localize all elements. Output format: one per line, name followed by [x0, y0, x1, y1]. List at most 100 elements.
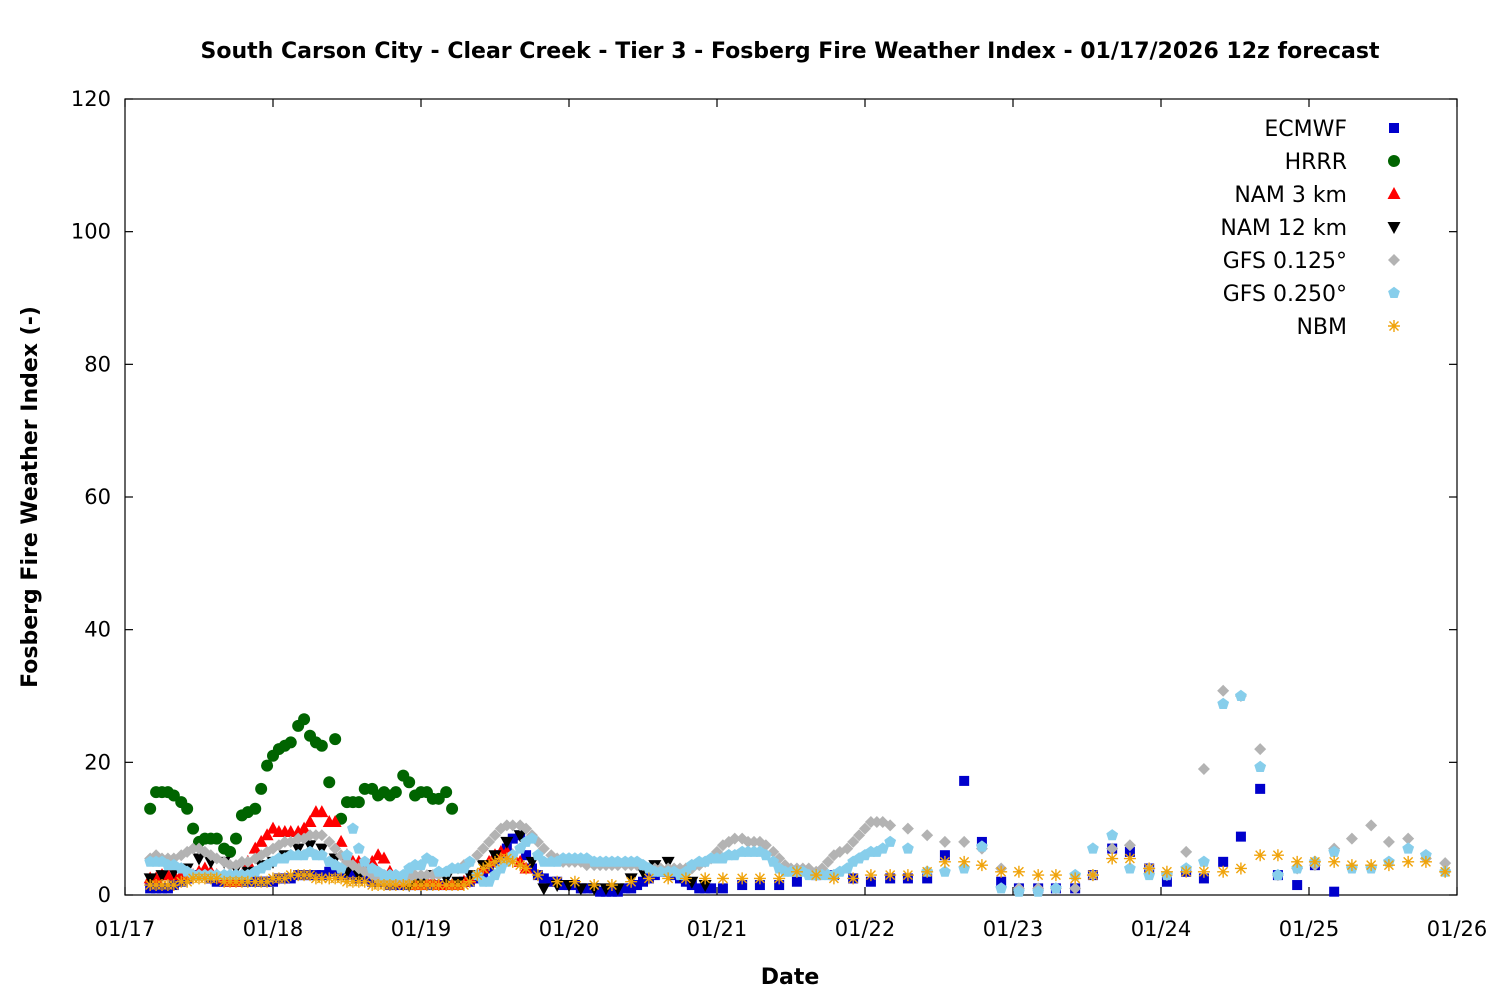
- point-nbm: [284, 869, 297, 882]
- point-ecmwf: [638, 876, 648, 887]
- point-hrrr: [249, 802, 262, 815]
- x-tick-label: 01/17: [95, 917, 156, 941]
- point-nbm: [1032, 869, 1045, 882]
- point-ecmwf: [774, 880, 785, 891]
- point-hrrr: [315, 739, 328, 752]
- point-nbm: [500, 852, 513, 865]
- point-gfs-0-125: [728, 832, 741, 845]
- point-nam-3-km: [248, 841, 262, 854]
- point-nam-12-km: [698, 880, 712, 893]
- x-tick-label: 01/19: [391, 917, 452, 941]
- point-gfs-0-125: [506, 819, 519, 832]
- point-gfs-0-125: [847, 835, 860, 848]
- point-ecmwf: [507, 833, 518, 844]
- point-nbm: [181, 875, 194, 888]
- legend-marker-ecmwf: [1389, 123, 1399, 133]
- point-ecmwf: [754, 880, 765, 891]
- legend-marker-hrrr: [1388, 155, 1400, 167]
- point-gfs-0-250: [1402, 842, 1415, 854]
- point-nam-12-km: [500, 836, 514, 849]
- x-tick-label: 01/25: [1279, 917, 1340, 941]
- point-nbm: [736, 872, 749, 885]
- point-gfs-0-125: [1217, 684, 1230, 697]
- legend: ECMWF HRRR NAM 3 km NAM 12 km GFS 0.125° GFS …: [1220, 117, 1401, 340]
- point-nam-3-km: [315, 805, 329, 818]
- point-nbm: [335, 872, 348, 885]
- point-gfs-0-250: [347, 822, 359, 834]
- point-hrrr: [181, 802, 194, 815]
- point-nam-12-km: [599, 883, 613, 896]
- point-gfs-0-250: [1272, 868, 1284, 881]
- point-nbm: [827, 872, 840, 885]
- point-ecmwf: [347, 870, 358, 881]
- point-nbm: [790, 865, 803, 878]
- legend-label-nbm: NBM: [1296, 315, 1347, 340]
- point-nam-3-km: [291, 824, 305, 837]
- point-gfs-0-250: [1032, 885, 1045, 897]
- point-nbm: [1012, 865, 1025, 878]
- point-nbm: [938, 855, 951, 868]
- legend-label-ecmwf: ECMWF: [1264, 117, 1347, 142]
- point-gfs-0-125: [1069, 882, 1082, 895]
- point-ecmwf: [706, 883, 717, 894]
- y-tick-label: 20: [84, 750, 111, 774]
- point-gfs-0-125: [859, 822, 871, 835]
- point-gfs-0-250: [976, 840, 988, 852]
- point-nbm: [1382, 859, 1395, 872]
- x-axis-label: Date: [761, 965, 820, 990]
- data-points: [143, 684, 1452, 897]
- point-gfs-0-250: [506, 849, 519, 861]
- point-nam-12-km: [574, 883, 588, 896]
- point-hrrr: [230, 832, 242, 845]
- legend-marker-nam-3-km: [1387, 187, 1401, 199]
- point-ecmwf: [1292, 880, 1303, 891]
- point-gfs-0-125: [315, 829, 328, 842]
- point-nbm: [1049, 869, 1062, 882]
- point-gfs-0-250: [1420, 849, 1432, 861]
- point-nam-3-km: [303, 815, 317, 828]
- point-gfs-0-125: [471, 849, 484, 862]
- point-nam-3-km: [254, 834, 268, 847]
- series-nbm: [144, 849, 1452, 892]
- point-nbm: [1439, 865, 1452, 878]
- point-nbm: [1160, 865, 1173, 878]
- y-axis-label: Fosberg Fire Weather Index (-): [18, 306, 43, 688]
- x-tick-label: 01/21: [687, 917, 748, 941]
- point-hrrr: [261, 759, 274, 772]
- point-nbm: [241, 875, 254, 888]
- point-ecmwf: [737, 880, 748, 891]
- point-nbm: [457, 879, 470, 892]
- point-nam-12-km: [513, 830, 527, 843]
- point-nbm: [483, 859, 496, 872]
- legend-label-gfs-0-250: GFS 0.250°: [1223, 282, 1347, 307]
- point-nbm: [261, 875, 274, 888]
- point-gfs-0-125: [1254, 743, 1267, 756]
- point-ecmwf: [996, 876, 1007, 887]
- legend-label-nam-3-km: NAM 3 km: [1234, 183, 1347, 208]
- point-gfs-0-250: [884, 835, 897, 847]
- point-gfs-0-125: [329, 842, 342, 855]
- point-nam-3-km: [297, 821, 311, 834]
- point-hrrr: [389, 786, 402, 799]
- legend-marker-gfs-0-125: [1388, 254, 1400, 266]
- x-tick-label: 01/18: [243, 917, 304, 941]
- point-nbm: [642, 872, 655, 885]
- point-nbm: [810, 869, 823, 882]
- point-nbm: [477, 862, 490, 875]
- point-gfs-0-125: [483, 835, 496, 848]
- point-nbm: [864, 869, 877, 882]
- point-gfs-0-125: [1123, 839, 1136, 852]
- point-ecmwf: [620, 883, 631, 894]
- point-ecmwf: [581, 883, 592, 894]
- point-nbm: [471, 869, 484, 882]
- point-gfs-0-125: [1106, 842, 1119, 855]
- point-nbm: [463, 875, 476, 888]
- point-gfs-0-125: [901, 822, 914, 835]
- point-hrrr: [329, 733, 342, 746]
- point-nbm: [1308, 855, 1321, 868]
- point-ecmwf: [324, 866, 335, 877]
- point-nbm: [1271, 849, 1284, 862]
- point-gfs-0-250: [426, 855, 439, 867]
- point-ecmwf: [1161, 876, 1172, 887]
- point-hrrr: [187, 822, 200, 835]
